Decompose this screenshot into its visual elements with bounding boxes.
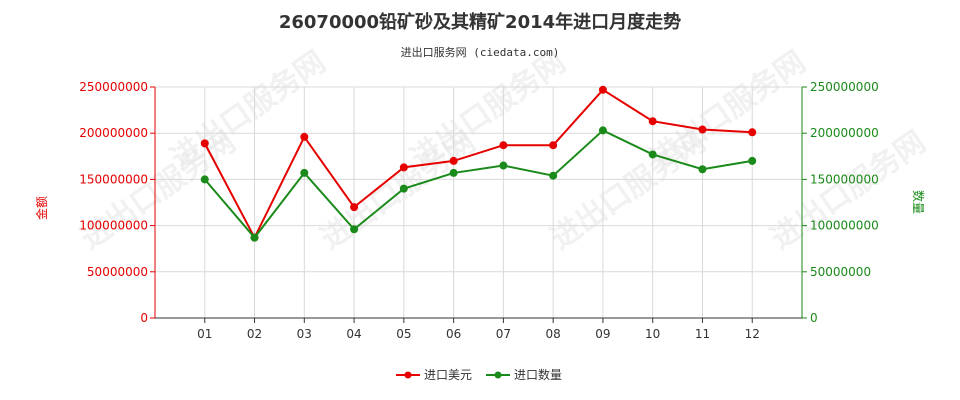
- x-axis-ticks: 01 02 03 04 05 06 07 08 09 10 11 12: [197, 318, 760, 341]
- left-axis-title: 金额: [34, 196, 49, 220]
- left-tick-label: 50000000: [87, 265, 148, 279]
- data-point: [748, 128, 757, 137]
- watermark-text: 进出口服务网: [645, 45, 813, 177]
- data-point: [200, 139, 209, 148]
- x-tick-label: 11: [695, 327, 710, 341]
- x-tick-label: 07: [496, 327, 511, 341]
- x-tick-label: 08: [546, 327, 561, 341]
- x-tick-label: 02: [247, 327, 262, 341]
- x-tick-label: 03: [297, 327, 312, 341]
- data-point: [499, 161, 508, 170]
- chart-title: 26070000铅矿砂及其精矿2014年进口月度走势: [279, 11, 681, 33]
- data-point: [449, 168, 458, 177]
- x-tick-label: 09: [595, 327, 610, 341]
- series-line-1: [203, 88, 753, 240]
- left-tick-label: 100000000: [79, 219, 148, 233]
- data-point: [549, 171, 558, 180]
- watermark-text: 进出口服务网: [765, 125, 933, 257]
- watermark-text: 进出口服务网: [405, 45, 573, 177]
- data-point: [598, 85, 607, 94]
- data-point: [200, 175, 209, 184]
- data-point: [499, 141, 508, 150]
- data-point: [549, 141, 558, 150]
- legend-label: 进口美元: [424, 368, 472, 382]
- x-tick-label: 12: [745, 327, 760, 341]
- x-tick-label: 10: [645, 327, 660, 341]
- data-point: [598, 126, 607, 135]
- data-point: [698, 165, 707, 174]
- right-tick-label: 0: [810, 311, 818, 325]
- x-tick-label: 06: [446, 327, 461, 341]
- data-point: [350, 203, 359, 212]
- chart-subtitle: 进出口服务网 (ciedata.com): [401, 45, 560, 59]
- axes: [154, 87, 803, 319]
- data-point: [399, 184, 408, 193]
- left-tick-label: 150000000: [79, 172, 148, 186]
- x-tick-label: 05: [396, 327, 411, 341]
- right-tick-label: 250000000: [810, 80, 879, 94]
- data-point: [648, 117, 657, 126]
- left-tick-label: 0: [140, 311, 148, 325]
- right-tick-label: 200000000: [810, 126, 879, 140]
- data-point: [748, 156, 757, 165]
- data-point: [698, 125, 707, 134]
- left-tick-label: 200000000: [79, 126, 148, 140]
- right-axis-ticks: 0 50000000 100000000 150000000 200000000 2500…: [802, 80, 879, 325]
- legend-label: 进口数量: [514, 367, 562, 382]
- data-point: [300, 132, 309, 141]
- data-point: [350, 225, 359, 234]
- right-tick-label: 50000000: [810, 265, 871, 279]
- legend-swatch-marker: [404, 371, 412, 379]
- right-tick-label: 100000000: [810, 219, 879, 233]
- data-point: [300, 168, 309, 177]
- right-tick-label: 150000000: [810, 172, 879, 186]
- x-tick-label: 01: [197, 327, 212, 341]
- data-point: [399, 163, 408, 172]
- legend-swatch-marker: [494, 371, 502, 379]
- legend[interactable]: 进口美元 进口数量: [396, 367, 562, 382]
- data-point: [449, 156, 458, 165]
- grid-lines: [154, 86, 803, 318]
- left-tick-label: 250000000: [79, 80, 148, 94]
- data-point: [648, 150, 657, 159]
- left-axis-ticks: 0 50000000 100000000 150000000 200000000 2500…: [79, 80, 155, 325]
- series-layer: [200, 85, 757, 242]
- data-point: [250, 233, 259, 242]
- x-tick-label: 04: [346, 327, 361, 341]
- right-axis-title: 数量: [911, 190, 926, 214]
- series-line-2: [204, 129, 753, 240]
- watermark-text: 进出口服务网: [165, 45, 333, 177]
